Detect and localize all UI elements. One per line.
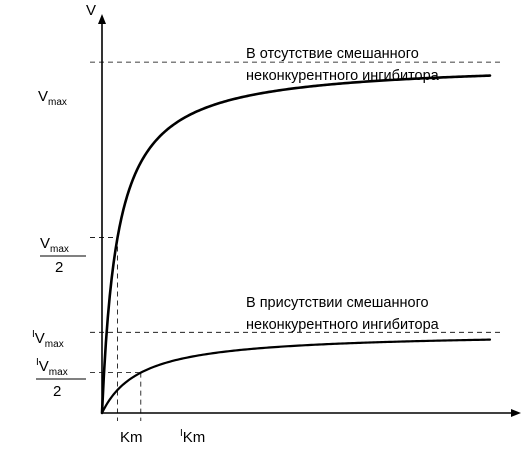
annotation-with-line-1: В присутствии смешанного — [246, 295, 429, 311]
guide-lines — [90, 61, 500, 421]
x-tick-i-km: IKm — [180, 428, 205, 446]
y-tick-half-i-vmax-numerator: IVmax — [36, 357, 68, 378]
x-tick-labels: Km IKm — [120, 428, 205, 446]
annotation-without-line-2: неконкурентного ингибитора — [246, 68, 440, 84]
curve-with-inhibitor — [100, 338, 492, 415]
curve-without-inhibitor — [100, 74, 492, 415]
annotation-without-line-1: В отсутствие смешанного — [246, 46, 419, 62]
y-tick-half-i-vmax-denominator: 2 — [53, 383, 61, 400]
curves — [100, 74, 492, 415]
y-tick-i-vmax: IVmax — [32, 329, 64, 350]
annotation-with-line-2: неконкурентного ингибитора — [246, 317, 440, 333]
x-tick-km: Km — [120, 429, 143, 446]
y-tick-labels: Vmax Vmax 2 IVmax IVmax 2 — [32, 88, 86, 400]
y-axis-arrow — [98, 14, 106, 24]
x-axis-arrow — [511, 409, 521, 417]
annotations: В отсутствие смешанного неконкурентного … — [246, 46, 440, 333]
axes: V — [86, 2, 521, 417]
y-axis-label: V — [86, 2, 96, 19]
y-tick-half-vmax-denominator: 2 — [55, 259, 63, 276]
y-tick-half-vmax-numerator: Vmax — [40, 235, 69, 255]
y-tick-vmax: Vmax — [38, 88, 67, 108]
